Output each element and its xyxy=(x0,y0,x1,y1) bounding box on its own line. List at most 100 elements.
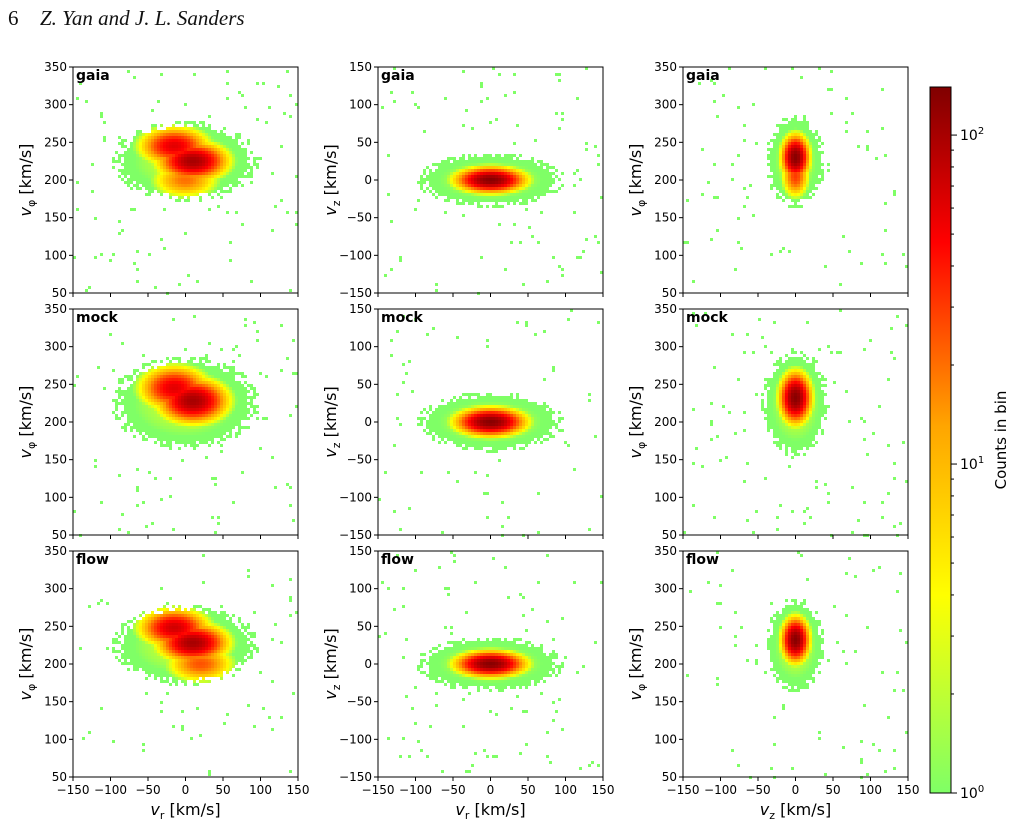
heatmap-cell xyxy=(130,399,133,402)
heatmap-cell xyxy=(788,399,791,402)
heatmap-cell xyxy=(465,411,468,414)
heatmap-cell xyxy=(151,435,154,438)
heatmap-cell xyxy=(160,175,163,178)
heatmap-cell xyxy=(196,178,199,181)
heatmap-cell xyxy=(202,423,205,426)
heatmap-cell xyxy=(205,136,208,139)
heatmap-cell xyxy=(100,112,103,115)
heatmap-cell xyxy=(447,190,450,193)
heatmap-cell xyxy=(205,148,208,151)
heatmap-cell xyxy=(585,142,588,145)
heatmap-cell xyxy=(800,438,803,441)
heatmap-cell xyxy=(151,175,154,178)
heatmap-cell xyxy=(136,486,139,489)
heatmap-cell xyxy=(812,145,815,148)
heatmap-cell xyxy=(157,405,160,408)
heatmap-cell xyxy=(127,390,130,393)
heatmap-cell xyxy=(169,139,172,142)
heatmap-cell xyxy=(501,438,504,441)
heatmap-cell xyxy=(196,375,199,378)
heatmap-cell xyxy=(432,175,435,178)
heatmap-cell xyxy=(190,426,193,429)
heatmap-cell xyxy=(235,393,238,396)
heatmap-cell xyxy=(477,420,480,423)
heatmap-cell xyxy=(115,160,118,163)
heatmap-cell xyxy=(815,151,818,154)
heatmap-cell xyxy=(803,417,806,420)
heatmap-cell xyxy=(241,372,244,375)
heatmap-cell xyxy=(468,417,471,420)
heatmap-cell xyxy=(495,181,498,184)
heatmap-cell xyxy=(253,160,256,163)
heatmap-cell xyxy=(773,399,776,402)
heatmap-cell xyxy=(519,181,522,184)
heatmap-cell xyxy=(809,432,812,435)
heatmap-cell xyxy=(118,381,121,384)
heatmap-cell xyxy=(483,444,486,447)
heatmap-cell xyxy=(803,133,806,136)
heatmap-cell xyxy=(157,402,160,405)
heatmap-cell xyxy=(226,148,229,151)
heatmap-cell xyxy=(528,169,531,172)
heatmap-cell xyxy=(480,399,483,402)
heatmap-cell xyxy=(450,172,453,175)
heatmap-cell xyxy=(151,133,154,136)
heatmap-cell xyxy=(803,178,806,181)
heatmap-cell xyxy=(157,647,160,650)
heatmap-cell xyxy=(244,151,247,154)
heatmap-cell xyxy=(773,411,776,414)
heatmap-cell xyxy=(489,187,492,190)
heatmap-cell xyxy=(516,124,519,127)
heatmap-cell xyxy=(223,372,226,375)
heatmap-cell xyxy=(151,641,154,644)
heatmap-cell xyxy=(552,411,555,414)
heatmap-cell xyxy=(779,357,782,360)
heatmap-cell xyxy=(109,259,112,262)
heatmap-cell xyxy=(172,375,175,378)
heatmap-cell xyxy=(175,396,178,399)
heatmap-cell xyxy=(809,190,812,193)
heatmap-cell xyxy=(791,118,794,121)
heatmap-cell xyxy=(552,423,555,426)
heatmap-cell xyxy=(773,429,776,432)
heatmap-cell xyxy=(791,450,794,453)
heatmap-cell xyxy=(797,172,800,175)
heatmap-cell xyxy=(190,414,193,417)
heatmap-cell xyxy=(486,435,489,438)
heatmap-cell xyxy=(139,381,142,384)
heatmap-cell xyxy=(438,163,441,166)
heatmap-cell xyxy=(133,435,136,438)
heatmap-cell xyxy=(148,402,151,405)
heatmap-cell xyxy=(815,408,818,411)
heatmap-cell xyxy=(438,172,441,175)
heatmap-cell xyxy=(184,402,187,405)
heatmap-cell xyxy=(788,193,791,196)
heatmap-cell xyxy=(190,172,193,175)
heatmap-cell xyxy=(142,626,145,629)
heatmap-cell xyxy=(779,390,782,393)
heatmap-cell xyxy=(800,393,803,396)
heatmap-cell xyxy=(803,148,806,151)
heatmap-cell xyxy=(199,396,202,399)
heatmap-cell xyxy=(112,166,115,169)
heatmap-cell xyxy=(597,154,600,157)
heatmap-cell xyxy=(459,411,462,414)
heatmap-cell xyxy=(429,172,432,175)
heatmap-cell xyxy=(220,399,223,402)
heatmap-cell xyxy=(782,411,785,414)
heatmap-cell xyxy=(785,393,788,396)
heatmap-cell xyxy=(133,405,136,408)
heatmap-cell xyxy=(537,405,540,408)
heatmap-cell xyxy=(516,193,519,196)
heatmap-cell xyxy=(226,178,229,181)
heatmap-cell xyxy=(223,381,226,384)
heatmap-cell xyxy=(782,190,785,193)
heatmap-cell xyxy=(438,429,441,432)
heatmap-cell xyxy=(459,402,462,405)
heatmap-cell xyxy=(169,175,172,178)
heatmap-cell xyxy=(214,154,217,157)
heatmap-cell xyxy=(79,82,82,85)
heatmap-cell xyxy=(223,148,226,151)
heatmap-cell xyxy=(160,366,163,369)
heatmap-cell xyxy=(456,411,459,414)
